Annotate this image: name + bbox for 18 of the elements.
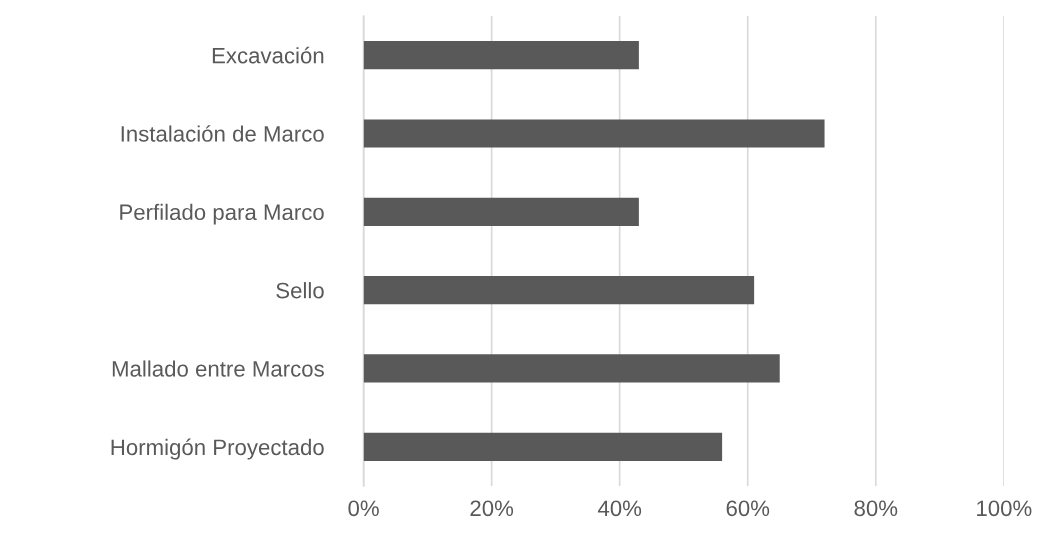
y-tick-label: Instalación de Marco	[121, 125, 324, 142]
x-tick-label: 0%	[348, 500, 379, 517]
y-tick-label: Excavación	[212, 46, 324, 64]
x-tick-label: 80%	[854, 500, 898, 517]
bar	[363, 197, 639, 226]
bar	[363, 354, 780, 383]
bar	[363, 119, 825, 148]
x-tick-label: 40%	[597, 500, 642, 517]
bar	[363, 276, 755, 305]
bar	[363, 41, 639, 70]
x-tick-label: 60%	[726, 500, 770, 517]
y-tick-label: Hormigón Proyectado	[111, 438, 324, 460]
x-tick-label: 100%	[977, 500, 1032, 517]
y-tick-label: Sello	[276, 282, 324, 299]
y-tick-label: Mallado entre Marcos	[112, 360, 324, 377]
y-tick-label: Perfilado para Marco	[120, 203, 324, 225]
x-tick-label: 20%	[470, 500, 514, 517]
bar	[363, 432, 723, 461]
